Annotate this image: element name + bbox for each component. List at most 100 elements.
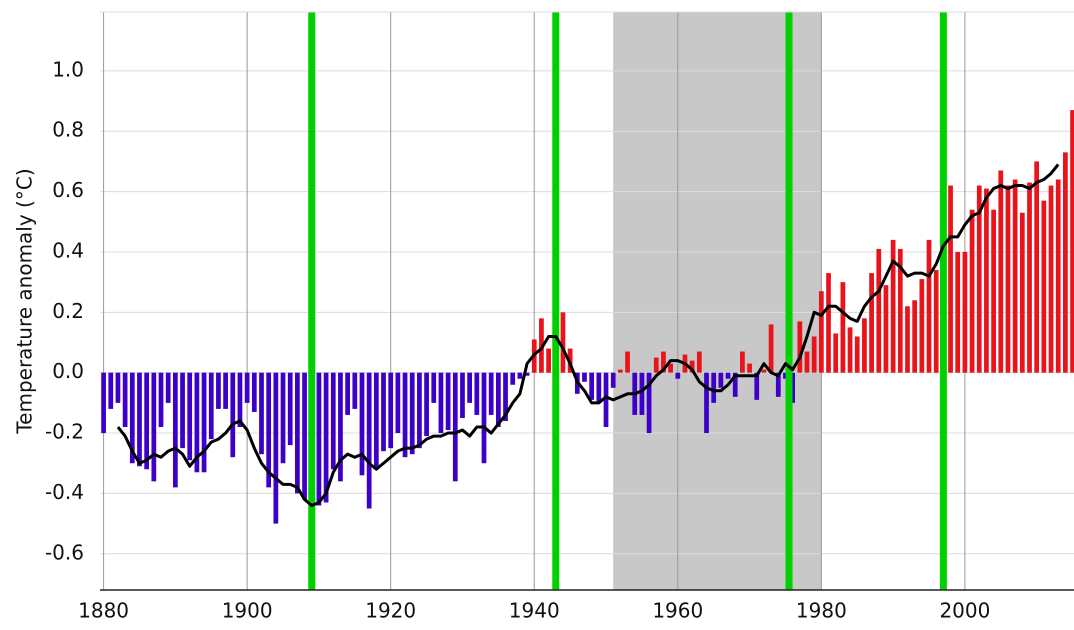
bar: [948, 185, 953, 373]
bar: [711, 372, 717, 403]
bar: [409, 372, 415, 455]
bar: [1019, 212, 1025, 373]
bar: [833, 333, 839, 373]
bar: [905, 306, 910, 373]
bar: [201, 372, 207, 473]
bar: [144, 372, 150, 470]
bar: [273, 372, 279, 524]
bar: [1012, 179, 1018, 373]
x-tick-label: 1880: [78, 599, 129, 623]
bar: [137, 372, 142, 467]
bar: [804, 351, 810, 373]
bar: [998, 170, 1004, 373]
bar: [402, 372, 408, 458]
bar: [302, 372, 307, 500]
bar: [854, 336, 860, 373]
bar: [373, 372, 379, 470]
bar: [811, 336, 817, 373]
y-tick-label: 0.2: [52, 299, 84, 323]
x-tick-label: 1940: [509, 599, 560, 623]
bar: [129, 372, 135, 464]
bar: [926, 239, 932, 373]
bar: [295, 372, 300, 494]
bar: [560, 312, 566, 373]
y-axis-label: Temperature anomaly (°C): [13, 168, 37, 434]
x-tick-label: 1920: [365, 599, 416, 623]
bar: [158, 372, 164, 428]
bar: [876, 248, 882, 373]
bar: [180, 372, 185, 449]
bar: [359, 372, 365, 476]
x-tick-label: 1960: [652, 599, 703, 623]
bar: [840, 282, 846, 373]
bar: [1070, 110, 1074, 373]
bar: [539, 318, 544, 373]
y-tick-label: -0.6: [45, 540, 84, 564]
bar: [187, 372, 193, 461]
bar: [668, 363, 673, 373]
bar: [280, 372, 286, 464]
bar: [1034, 161, 1040, 373]
bar: [919, 279, 925, 373]
bar: [474, 372, 480, 415]
bar: [122, 372, 128, 428]
bar: [962, 251, 968, 373]
bar: [546, 348, 551, 373]
bar: [740, 351, 745, 373]
y-tick-label: -0.4: [45, 480, 84, 504]
y-tick-label: 0.0: [52, 359, 84, 383]
bar: [955, 251, 961, 373]
bar: [603, 372, 609, 428]
bar: [991, 209, 996, 373]
bar: [704, 372, 709, 434]
bar: [194, 372, 200, 473]
bar: [488, 372, 494, 415]
bar: [1055, 179, 1061, 373]
bar: [244, 372, 250, 403]
bar: [251, 372, 257, 412]
bar: [452, 372, 458, 482]
bar: [912, 300, 918, 373]
bar: [675, 372, 681, 379]
y-tick-label: 0.6: [52, 178, 84, 202]
bar: [761, 369, 767, 373]
bar: [754, 372, 760, 400]
bar: [661, 351, 666, 373]
bar: [467, 372, 473, 403]
bar: [151, 372, 157, 482]
bar: [610, 372, 616, 388]
bar: [388, 372, 394, 449]
bar: [775, 372, 781, 397]
bar: [625, 351, 630, 373]
bar: [862, 318, 867, 373]
bar: [366, 372, 372, 509]
bar: [503, 372, 508, 421]
bar: [1048, 185, 1054, 373]
bar: [783, 372, 788, 379]
bar: [517, 372, 523, 379]
bar: [747, 363, 752, 373]
bar: [869, 273, 874, 373]
bar: [984, 188, 989, 373]
bar: [481, 372, 487, 464]
bar: [646, 372, 652, 434]
bar: [510, 372, 516, 385]
bar: [718, 372, 724, 388]
bar: [237, 372, 243, 428]
bar: [345, 372, 350, 415]
bar: [847, 327, 853, 373]
bar: [108, 372, 114, 409]
x-tick-label: 2000: [939, 599, 990, 623]
bar: [732, 372, 738, 397]
bar: [417, 372, 422, 449]
bar: [115, 372, 121, 403]
bar: [897, 248, 903, 373]
bar: [768, 324, 774, 373]
bar: [287, 372, 293, 446]
bar: [431, 372, 437, 403]
bar: [1041, 200, 1047, 373]
bar: [696, 351, 702, 373]
bar: [266, 372, 272, 488]
bar: [230, 372, 236, 458]
